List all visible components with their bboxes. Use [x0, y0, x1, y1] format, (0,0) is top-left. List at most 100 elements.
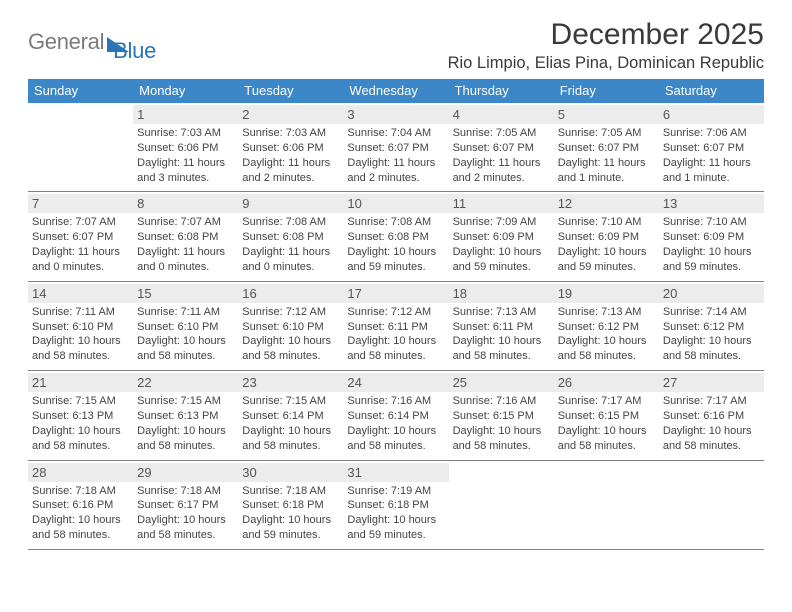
sunset-line: Sunset: 6:10 PM [137, 320, 234, 335]
day-number: 10 [343, 194, 448, 213]
sunrise-line: Sunrise: 7:15 AM [242, 394, 339, 409]
calendar-day-cell: 22Sunrise: 7:15 AMSunset: 6:13 PMDayligh… [133, 371, 238, 460]
logo-text-gray: General [28, 29, 104, 55]
day-number: 1 [133, 105, 238, 124]
sunrise-line: Sunrise: 7:14 AM [663, 305, 760, 320]
sunrise-line: Sunrise: 7:17 AM [558, 394, 655, 409]
sunset-line: Sunset: 6:07 PM [558, 141, 655, 156]
day-number: 5 [554, 105, 659, 124]
calendar-day-cell: 25Sunrise: 7:16 AMSunset: 6:15 PMDayligh… [449, 371, 554, 460]
daylight-line: Daylight: 10 hours and 59 minutes. [453, 245, 550, 275]
day-number: 23 [238, 373, 343, 392]
calendar-day-cell: 27 Sunrise: 7:17 AMSunset: 6:16 PMDayligh… [659, 371, 764, 460]
day-number: 19 [554, 284, 659, 303]
sunset-line: Sunset: 6:17 PM [137, 498, 234, 513]
sunrise-line: Sunrise: 7:07 AM [32, 215, 129, 230]
calendar-day-cell: 31Sunrise: 7:19 AMSunset: 6:18 PMDayligh… [343, 460, 448, 549]
day-info: Sunrise: 7:09 AMSunset: 6:09 PMDaylight:… [453, 215, 550, 274]
sunset-line: Sunset: 6:18 PM [347, 498, 444, 513]
daylight-line: Daylight: 10 hours and 58 minutes. [242, 424, 339, 454]
day-number: 13 [659, 194, 764, 213]
calendar-day-cell: 10Sunrise: 7:08 AMSunset: 6:08 PMDayligh… [343, 192, 448, 281]
day-number: 22 [133, 373, 238, 392]
sunset-line: Sunset: 6:06 PM [242, 141, 339, 156]
sunset-line: Sunset: 6:07 PM [453, 141, 550, 156]
day-info: Sunrise: 7:16 AMSunset: 6:15 PMDaylight:… [453, 394, 550, 453]
calendar-day-cell: 5 Sunrise: 7:05 AMSunset: 6:07 PMDaylight… [554, 103, 659, 192]
calendar-week-row: 1Sunrise: 7:03 AMSunset: 6:06 PMDaylight… [28, 103, 764, 192]
sunset-line: Sunset: 6:07 PM [663, 141, 760, 156]
day-info: Sunrise: 7:19 AMSunset: 6:18 PMDaylight:… [347, 484, 444, 543]
sunrise-line: Sunrise: 7:16 AM [453, 394, 550, 409]
sunrise-line: Sunrise: 7:16 AM [347, 394, 444, 409]
calendar-day-cell: 28Sunrise: 7:18 AMSunset: 6:16 PMDayligh… [28, 460, 133, 549]
calendar-day-cell: 21Sunrise: 7:15 AMSunset: 6:13 PMDayligh… [28, 371, 133, 460]
calendar-day-cell: 2Sunrise: 7:03 AMSunset: 6:06 PMDaylight… [238, 103, 343, 192]
sunset-line: Sunset: 6:14 PM [347, 409, 444, 424]
day-info: Sunrise: 7:17 AMSunset: 6:16 PMDaylight:… [663, 394, 760, 453]
day-info: Sunrise: 7:08 AMSunset: 6:08 PMDaylight:… [242, 215, 339, 274]
day-number: 18 [449, 284, 554, 303]
day-info: Sunrise: 7:05 AMSunset: 6:07 PMDaylight:… [558, 126, 655, 185]
calendar-day-cell: 29Sunrise: 7:18 AMSunset: 6:17 PMDayligh… [133, 460, 238, 549]
calendar-day-cell: 4Sunrise: 7:05 AMSunset: 6:07 PMDaylight… [449, 103, 554, 192]
month-title: December 2025 [448, 18, 764, 52]
day-number: 26 [554, 373, 659, 392]
daylight-line: Daylight: 10 hours and 59 minutes. [347, 513, 444, 543]
daylight-line: Daylight: 11 hours and 0 minutes. [242, 245, 339, 275]
daylight-line: Daylight: 10 hours and 59 minutes. [558, 245, 655, 275]
calendar-day-cell: 8Sunrise: 7:07 AMSunset: 6:08 PMDaylight… [133, 192, 238, 281]
sunset-line: Sunset: 6:12 PM [663, 320, 760, 335]
weekday-header: Thursday [449, 79, 554, 103]
calendar-table: Sunday Monday Tuesday Wednesday Thursday… [28, 79, 764, 550]
day-number: 8 [133, 194, 238, 213]
sunrise-line: Sunrise: 7:03 AM [137, 126, 234, 141]
sunset-line: Sunset: 6:12 PM [558, 320, 655, 335]
day-info: Sunrise: 7:16 AMSunset: 6:14 PMDaylight:… [347, 394, 444, 453]
sunset-line: Sunset: 6:15 PM [453, 409, 550, 424]
daylight-line: Daylight: 10 hours and 58 minutes. [558, 334, 655, 364]
day-info: Sunrise: 7:17 AMSunset: 6:15 PMDaylight:… [558, 394, 655, 453]
calendar-day-cell: 14Sunrise: 7:11 AMSunset: 6:10 PMDayligh… [28, 281, 133, 370]
weekday-header: Wednesday [343, 79, 448, 103]
calendar-week-row: 28Sunrise: 7:18 AMSunset: 6:16 PMDayligh… [28, 460, 764, 549]
sunrise-line: Sunrise: 7:08 AM [242, 215, 339, 230]
day-info: Sunrise: 7:03 AMSunset: 6:06 PMDaylight:… [137, 126, 234, 185]
day-number: 3 [343, 105, 448, 124]
daylight-line: Daylight: 11 hours and 3 minutes. [137, 156, 234, 186]
sunrise-line: Sunrise: 7:07 AM [137, 215, 234, 230]
calendar-day-cell: 30Sunrise: 7:18 AMSunset: 6:18 PMDayligh… [238, 460, 343, 549]
day-info: Sunrise: 7:11 AMSunset: 6:10 PMDaylight:… [137, 305, 234, 364]
day-number: 15 [133, 284, 238, 303]
calendar-week-row: 7 Sunrise: 7:07 AMSunset: 6:07 PMDaylight… [28, 192, 764, 281]
sunrise-line: Sunrise: 7:05 AM [558, 126, 655, 141]
day-number: 12 [554, 194, 659, 213]
day-info: Sunrise: 7:11 AMSunset: 6:10 PMDaylight:… [32, 305, 129, 364]
calendar-day-cell: 20Sunrise: 7:14 AMSunset: 6:12 PMDayligh… [659, 281, 764, 370]
day-number: 7 [28, 194, 133, 213]
daylight-line: Daylight: 10 hours and 58 minutes. [453, 334, 550, 364]
sunrise-line: Sunrise: 7:17 AM [663, 394, 760, 409]
day-number: 20 [659, 284, 764, 303]
daylight-line: Daylight: 10 hours and 58 minutes. [137, 513, 234, 543]
calendar-day-cell: 11Sunrise: 7:09 AMSunset: 6:09 PMDayligh… [449, 192, 554, 281]
day-info: Sunrise: 7:13 AMSunset: 6:12 PMDaylight:… [558, 305, 655, 364]
daylight-line: Daylight: 10 hours and 58 minutes. [32, 513, 129, 543]
sunset-line: Sunset: 6:09 PM [453, 230, 550, 245]
sunrise-line: Sunrise: 7:19 AM [347, 484, 444, 499]
day-info: Sunrise: 7:12 AMSunset: 6:11 PMDaylight:… [347, 305, 444, 364]
day-info: Sunrise: 7:07 AMSunset: 6:07 PMDaylight:… [32, 215, 129, 274]
daylight-line: Daylight: 10 hours and 58 minutes. [137, 334, 234, 364]
sunset-line: Sunset: 6:16 PM [663, 409, 760, 424]
day-number: 27 [659, 373, 764, 392]
day-info: Sunrise: 7:10 AMSunset: 6:09 PMDaylight:… [663, 215, 760, 274]
weekday-header: Tuesday [238, 79, 343, 103]
sunrise-line: Sunrise: 7:12 AM [347, 305, 444, 320]
calendar-day-cell: 13 Sunrise: 7:10 AMSunset: 6:09 PMDayligh… [659, 192, 764, 281]
day-info: Sunrise: 7:13 AMSunset: 6:11 PMDaylight:… [453, 305, 550, 364]
weekday-header: Monday [133, 79, 238, 103]
daylight-line: Daylight: 11 hours and 0 minutes. [137, 245, 234, 275]
calendar-day-cell [449, 460, 554, 549]
day-number: 17 [343, 284, 448, 303]
day-info: Sunrise: 7:04 AMSunset: 6:07 PMDaylight:… [347, 126, 444, 185]
